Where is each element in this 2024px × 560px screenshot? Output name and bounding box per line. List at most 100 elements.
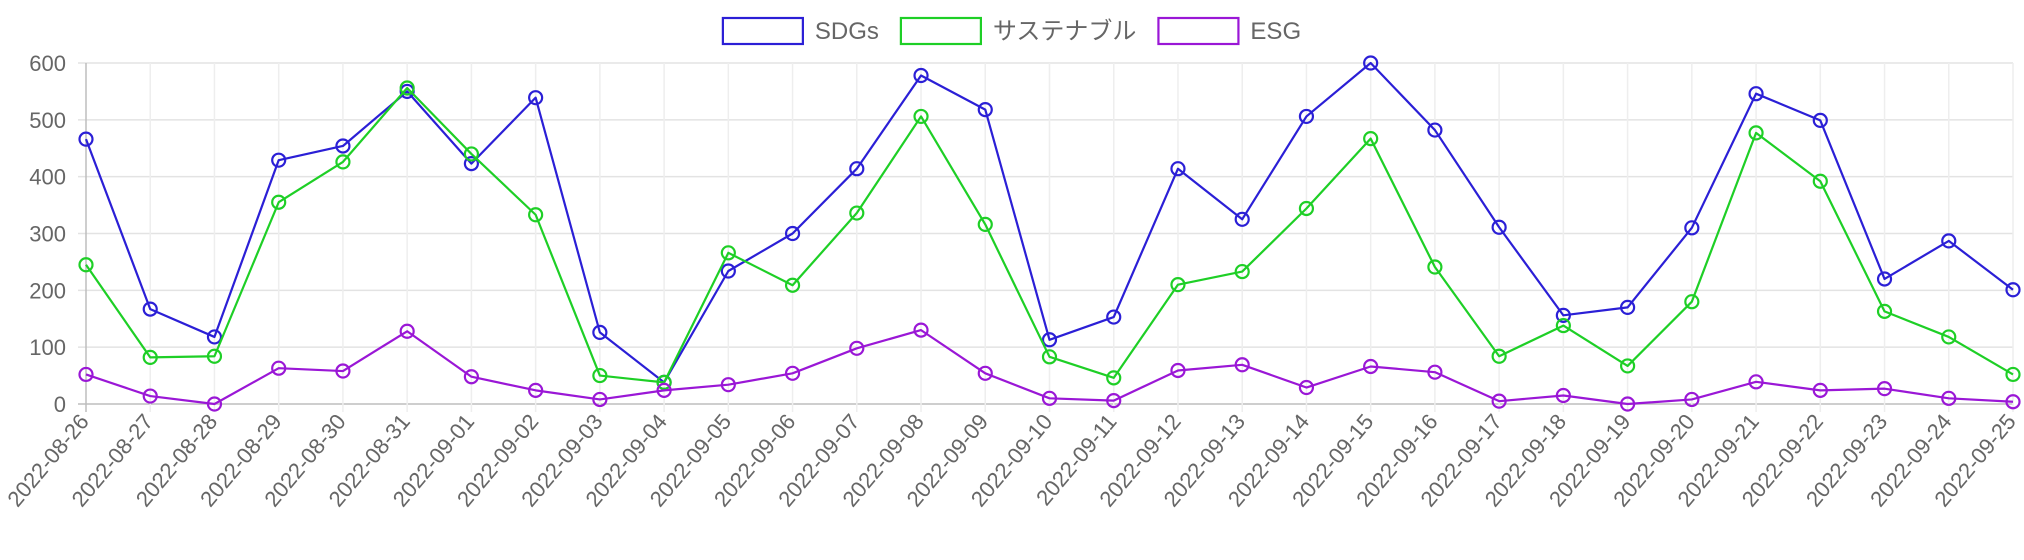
- y-tick-label: 400: [29, 165, 66, 190]
- data-point: [977, 102, 993, 118]
- data-point: [463, 146, 479, 162]
- data-point: [1106, 309, 1122, 325]
- data-point: [1876, 271, 1893, 287]
- data-point: [142, 301, 158, 317]
- data-point: [1041, 332, 1058, 348]
- y-gridlines: [78, 62, 2014, 412]
- data-point: [206, 396, 223, 412]
- data-point: [2005, 282, 2021, 298]
- data-point: [78, 257, 94, 273]
- data-point: [1684, 391, 1700, 408]
- data-point: [142, 349, 158, 365]
- series-2: [78, 322, 2021, 412]
- data-point: [1684, 294, 1700, 310]
- legend-swatch: [1157, 16, 1240, 46]
- data-point: [528, 90, 544, 106]
- data-point: [1812, 112, 1828, 129]
- series-0: [78, 55, 2021, 391]
- data-point: [656, 374, 672, 391]
- series-1: [78, 80, 2021, 391]
- data-point: [720, 245, 736, 261]
- data-point: [592, 324, 608, 340]
- data-point: [1812, 382, 1828, 398]
- data-point: [1106, 392, 1122, 409]
- data-point: [913, 108, 929, 125]
- data-point: [335, 138, 351, 154]
- data-point: [1876, 303, 1893, 319]
- data-point: [1748, 374, 1764, 390]
- data-point: [1941, 329, 1957, 345]
- data-point: [720, 377, 736, 393]
- data-point: [1170, 277, 1186, 293]
- data-point: [1555, 387, 1571, 404]
- data-point: [1363, 130, 1379, 147]
- data-point: [1619, 396, 1636, 412]
- data-point: [1748, 125, 1764, 141]
- data-point: [142, 388, 158, 404]
- legend-swatch: [899, 16, 982, 46]
- data-point: [1619, 299, 1636, 315]
- y-axis-ticks: 0 100 200 300 400 500 600: [29, 51, 66, 417]
- data-point: [1555, 307, 1571, 323]
- data-point: [463, 155, 479, 172]
- data-point: [1106, 370, 1122, 386]
- data-point: [1170, 161, 1186, 177]
- data-point: [78, 366, 94, 383]
- data-point: [1619, 358, 1636, 374]
- data-point: [977, 365, 993, 381]
- data-point: [1298, 200, 1315, 217]
- data-point: [1427, 122, 1443, 138]
- data-point: [2005, 394, 2021, 410]
- y-tick-label: 0: [54, 392, 66, 417]
- data-point: [656, 382, 672, 398]
- data-point: [206, 329, 223, 345]
- data-point: [528, 382, 544, 398]
- data-point: [1041, 349, 1058, 365]
- data-point: [592, 367, 608, 384]
- data-point: [849, 340, 865, 356]
- data-point: [1041, 390, 1058, 406]
- data-point: [849, 161, 865, 177]
- data-point: [335, 154, 351, 170]
- data-point: [399, 323, 415, 339]
- data-point: [1941, 233, 1957, 249]
- data-point: [1491, 393, 1507, 409]
- legend: SDGs サステナブル ESG: [721, 16, 1301, 46]
- data-point: [977, 216, 993, 233]
- series-line: [84, 61, 2014, 384]
- data-point: [784, 365, 801, 381]
- data-point: [206, 348, 223, 364]
- data-point: [1941, 390, 1957, 406]
- data-point: [1491, 348, 1507, 364]
- data-point: [271, 152, 287, 168]
- legend-label: SDGs: [815, 18, 879, 45]
- data-point: [1427, 259, 1443, 275]
- data-point: [463, 369, 479, 385]
- data-point: [1684, 220, 1700, 236]
- y-tick-label: 300: [29, 222, 66, 247]
- data-point: [78, 131, 94, 147]
- series-line: [85, 86, 2014, 384]
- data-point: [271, 194, 287, 210]
- data-point: [1876, 381, 1893, 397]
- data-point: [1298, 379, 1315, 396]
- data-point: [1491, 219, 1507, 235]
- data-point: [1748, 86, 1764, 102]
- data-point: [271, 360, 287, 376]
- data-point: [1298, 108, 1315, 125]
- y-tick-label: 600: [29, 51, 66, 76]
- y-tick-label: 100: [29, 335, 66, 360]
- data-point: [1170, 362, 1186, 379]
- data-point: [1555, 317, 1571, 334]
- data-point: [1234, 357, 1250, 373]
- data-point: [720, 263, 736, 279]
- data-point: [399, 80, 415, 96]
- data-point: [1427, 364, 1443, 380]
- data-point: [592, 391, 608, 408]
- data-point: [1234, 211, 1250, 227]
- data-point: [1812, 173, 1828, 189]
- data-point: [528, 207, 544, 223]
- y-tick-label: 500: [29, 108, 66, 133]
